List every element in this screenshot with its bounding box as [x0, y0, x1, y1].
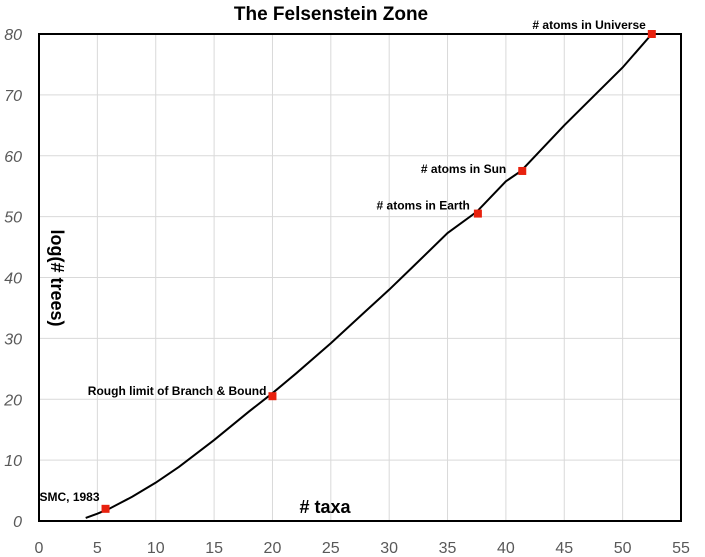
x-tick-label: 15	[205, 540, 223, 557]
x-tick-label: 50	[614, 540, 632, 557]
data-marker	[647, 30, 656, 38]
chart-title: The Felsenstein Zone	[233, 4, 429, 25]
x-tick-label: 40	[497, 540, 515, 557]
annotations: SMC, 1983 Rough limit of Branch & Bound # …	[40, 18, 656, 513]
gridlines	[39, 34, 681, 521]
annotation-label: SMC, 1983	[40, 490, 100, 504]
annotation-label: # atoms in Universe	[532, 18, 646, 32]
tick-labels: 0 5 10 15 20 25 30 35 40 45 50 55 0 10 20 30 40 50 60 70 80	[3, 27, 690, 557]
y-tick-label: 20	[3, 392, 22, 409]
x-tick-label: 25	[322, 540, 340, 557]
y-tick-label: 10	[4, 453, 22, 470]
y-tick-label: 70	[4, 88, 22, 105]
x-tick-label: 0	[35, 540, 44, 557]
x-tick-label: 45	[555, 540, 573, 557]
x-tick-label: 55	[672, 540, 690, 557]
y-tick-label: 30	[4, 331, 22, 348]
y-tick-label: 60	[4, 149, 22, 166]
x-tick-label: 10	[147, 540, 165, 557]
data-marker	[473, 209, 482, 218]
data-marker	[518, 166, 527, 175]
y-tick-label: 80	[4, 27, 22, 44]
y-tick-label: 50	[4, 210, 22, 227]
data-marker	[101, 504, 110, 513]
y-tick-label: 0	[13, 514, 22, 531]
annotation-label: # atoms in Earth	[377, 199, 470, 213]
annotation-label: Rough limit of Branch & Bound	[88, 384, 267, 398]
data-marker	[268, 392, 277, 401]
plot-area-border	[38, 33, 682, 522]
x-tick-label: 5	[93, 540, 102, 557]
x-tick-label: 30	[380, 540, 398, 557]
x-tick-label: 35	[439, 540, 457, 557]
y-tick-label: 40	[4, 271, 22, 288]
y-axis-label: log(# trees)	[47, 229, 67, 326]
annotation-label: # atoms in Sun	[421, 162, 506, 176]
x-tick-label: 20	[264, 540, 282, 557]
data-line	[85, 33, 653, 519]
x-axis-label: # taxa	[299, 497, 351, 517]
